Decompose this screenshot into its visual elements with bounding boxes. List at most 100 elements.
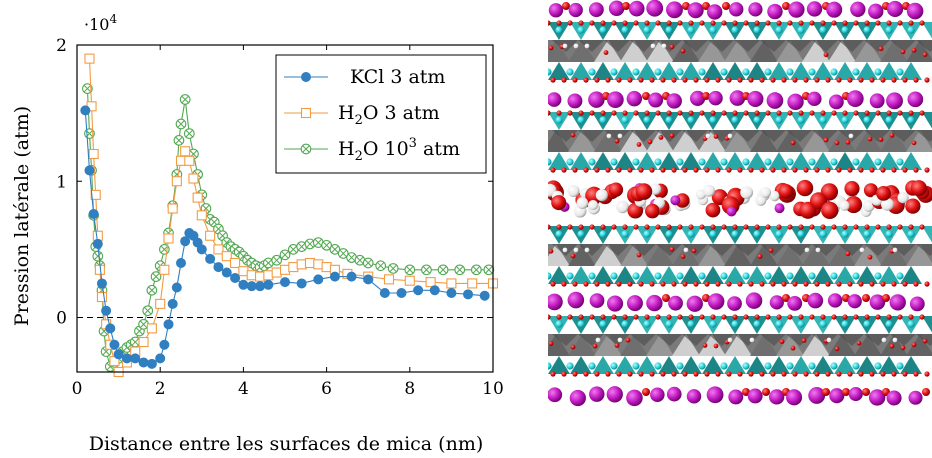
series-0-point-37 <box>363 274 374 285</box>
oxygen-atom <box>589 224 595 230</box>
oxygen-atom <box>715 281 721 287</box>
oxygen-atom <box>561 77 567 83</box>
oxygen-atom <box>638 167 644 173</box>
oxygen-atom <box>869 371 875 377</box>
series-2-point-55 <box>312 237 324 248</box>
cyan-atom <box>764 362 772 370</box>
oxygen-atom <box>704 77 710 83</box>
tetrahedron-bottom <box>790 152 812 170</box>
potassium-atom <box>747 90 764 108</box>
cyan-atom <box>885 230 893 238</box>
cyan-atom <box>841 26 849 34</box>
oxygen-atom <box>713 134 719 139</box>
oxygen-atom <box>677 314 683 320</box>
tetrahedron-bottom <box>768 152 790 170</box>
legend-label-2: H2O 103 atm <box>338 136 460 164</box>
cyan-atom <box>566 272 574 280</box>
oxygen-atom <box>836 77 842 83</box>
oxygen-atom <box>562 2 570 10</box>
oxygen-atom <box>616 281 622 287</box>
octahedron-face <box>568 244 596 266</box>
oxygen-atom <box>924 281 930 287</box>
oxygen-atom <box>765 224 771 230</box>
oxygen-atom <box>578 314 584 320</box>
cyan-atom <box>874 68 882 76</box>
oxygen-atom <box>645 203 660 219</box>
oxygen-atom <box>638 371 644 377</box>
oxygen-atom <box>790 140 796 146</box>
tetrahedron-bottom <box>570 356 592 374</box>
oxygen-atom <box>900 49 906 55</box>
oxygen-atom <box>636 142 642 147</box>
cyan-atom <box>599 26 607 34</box>
series-2-point-30 <box>183 128 195 139</box>
oxygen-atom <box>551 195 567 211</box>
oxygen-atom <box>880 167 886 173</box>
octahedron-face <box>656 334 682 346</box>
potassium-atom <box>807 91 822 107</box>
octahedron-face <box>734 334 760 346</box>
oxygen-atom <box>867 254 873 260</box>
oxygen-atom <box>666 224 672 230</box>
cyan-atom <box>830 272 838 280</box>
series-0 <box>80 105 490 369</box>
octahedron-face <box>594 334 622 356</box>
potassium-atom <box>850 1 866 17</box>
tetrahedron-bottom <box>746 152 768 170</box>
oxygen-atom <box>682 371 688 377</box>
potassium-atom <box>787 93 804 110</box>
mica-water-molecular-render <box>548 0 932 407</box>
series-2-point-5 <box>92 250 104 262</box>
potassium-atom <box>707 293 725 310</box>
octahedron-face <box>750 40 778 62</box>
series-0-point-33 <box>296 278 307 289</box>
oxygen-atom <box>886 314 892 320</box>
series-1-point-48 <box>467 278 478 289</box>
oxygen-atom <box>572 77 578 83</box>
cyan-atom <box>709 116 717 124</box>
oxygen-atom <box>842 224 848 230</box>
oxygen-atom <box>908 224 914 230</box>
oxygen-atom <box>732 224 738 230</box>
octahedron-face <box>828 244 856 266</box>
legend-label-sub: 2 <box>355 149 363 164</box>
series-0-point-24 <box>205 253 216 264</box>
oxygen-atom <box>875 314 881 320</box>
potassium-atom <box>889 294 906 311</box>
cyan-atom <box>555 116 563 124</box>
cyan-atom <box>819 230 827 238</box>
oxygen-atom <box>790 345 796 351</box>
series-2-point-19 <box>142 305 154 317</box>
oxygen-atom <box>548 341 554 346</box>
series-1-point-45 <box>404 275 415 286</box>
octahedron-face <box>578 244 604 256</box>
potassium-atom <box>607 91 624 109</box>
cyan-atom <box>588 158 596 166</box>
oxygen-atom <box>781 167 787 173</box>
oxygen-atom <box>748 371 754 377</box>
tetrahedron-bottom <box>680 266 702 284</box>
oxygen-atom <box>605 77 611 83</box>
oxygen-atom <box>710 224 716 230</box>
oxygen-atom <box>572 167 578 173</box>
cyan-atom <box>588 68 596 76</box>
series-0-point-35 <box>329 271 340 282</box>
oxygen-atom <box>570 344 576 350</box>
octahedron-face <box>828 130 856 152</box>
series-0-point-1 <box>84 165 95 176</box>
mica-sheet-2 <box>548 224 932 287</box>
potassium-atom <box>606 295 624 312</box>
hydrogen-atom <box>862 200 875 212</box>
oxygen-atom <box>688 224 694 230</box>
legend-label-end: atm <box>417 138 460 160</box>
octahedron-face <box>734 130 760 142</box>
potassium-atom <box>829 388 845 404</box>
cyan-atom <box>720 68 728 76</box>
series-0-point-6 <box>105 323 116 334</box>
legend-label-0: KCl 3 atm <box>350 66 445 88</box>
hydrogen-atom <box>616 200 629 214</box>
oxygen-atom <box>649 281 655 287</box>
potassium-atom <box>548 3 564 18</box>
octahedron-face <box>786 130 812 142</box>
